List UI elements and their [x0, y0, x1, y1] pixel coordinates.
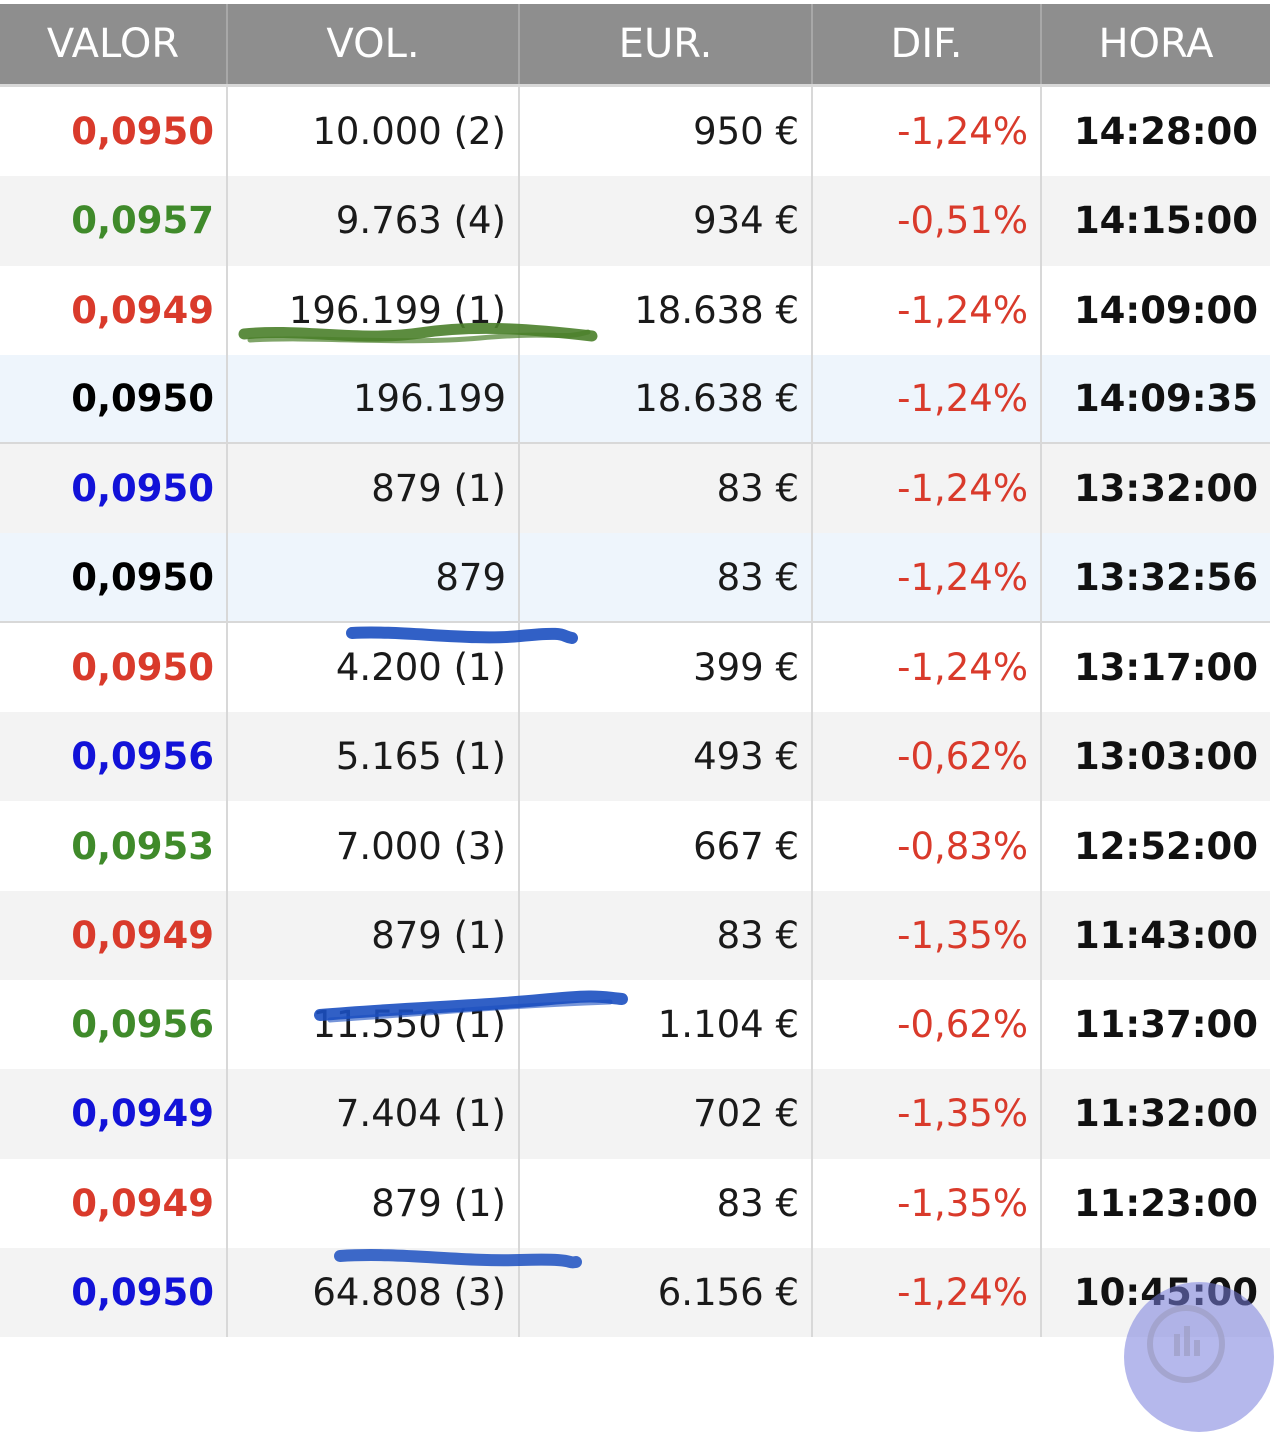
- table-row[interactable]: 0,0949 879 (1) 83 € -1,35% 11:23:00: [0, 1158, 1270, 1248]
- cell-dif: -1,24%: [813, 1247, 1042, 1338]
- cell-valor: 0,0957: [0, 176, 228, 266]
- cell-valor: 0,0949: [0, 1158, 228, 1248]
- cell-eur: 399 €: [520, 622, 813, 713]
- table-row[interactable]: 0,0949 7.404 (1) 702 € -1,35% 11:32:00: [0, 1069, 1270, 1159]
- cell-vol: 7.404 (1): [228, 1069, 520, 1159]
- cell-eur: 83 €: [520, 890, 813, 980]
- cell-valor: 0,0950: [0, 444, 228, 534]
- cell-eur: 83 €: [520, 444, 813, 534]
- cell-dif: -0,62%: [813, 979, 1042, 1070]
- cell-eur: 667 €: [520, 801, 813, 891]
- cell-valor: 0,0950: [0, 87, 228, 177]
- cell-valor: 0,0950: [0, 354, 228, 443]
- floating-chart-button[interactable]: [1124, 1282, 1274, 1432]
- cell-hora: 11:23:00: [1073, 1181, 1258, 1225]
- cell-valor: 0,0949: [0, 890, 228, 980]
- cell-vol: 5.165 (1): [228, 712, 520, 802]
- cell-vol: 879 (1): [228, 890, 520, 980]
- cell-dif: -1,35%: [813, 1069, 1042, 1159]
- table-row[interactable]: 0,0953 7.000 (3) 667 € -0,83% 12:52:00: [0, 801, 1270, 891]
- cell-hora: 13:32:56: [1073, 555, 1258, 599]
- table-row[interactable]: 0,0956 11.550 (1) 1.104 € -0,62% 11:37:00: [0, 979, 1270, 1070]
- table-row[interactable]: 0,0950 879 (1) 83 € -1,24% 13:32:00: [0, 444, 1270, 534]
- header-dif[interactable]: DIF.: [813, 4, 1042, 84]
- table-row[interactable]: 0,0950 4.200 (1) 399 € -1,24% 13:17:00: [0, 622, 1270, 713]
- table-row[interactable]: 0,0956 5.165 (1) 493 € -0,62% 13:03:00: [0, 712, 1270, 802]
- cell-hora: 13:03:00: [1073, 735, 1258, 779]
- cell-valor: 0,0950: [0, 1247, 228, 1338]
- cell-hora: 12:52:00: [1073, 824, 1258, 868]
- cell-vol: 879 (1): [228, 444, 520, 534]
- cell-valor: 0,0956: [0, 979, 228, 1070]
- table-body: 0,0950 10.000 (2) 950 € -1,24% 14:28:00 0,095…: [0, 84, 1270, 1338]
- header-valor[interactable]: VALOR: [0, 4, 228, 84]
- cell-eur: 83 €: [520, 1158, 813, 1248]
- cell-dif: -1,24%: [813, 622, 1042, 713]
- cell-hora: 11:43:00: [1073, 913, 1258, 957]
- table-row[interactable]: 0,0949 196.199 (1) 18.638 € -1,24% 14:09:00: [0, 265, 1270, 355]
- table-row[interactable]: 0,0950 879 83 € -1,24% 13:32:56: [0, 533, 1270, 623]
- table-row[interactable]: 0,0950 196.199 18.638 € -1,24% 14:09:35: [0, 354, 1270, 445]
- cell-dif: -0,83%: [813, 801, 1042, 891]
- table-row[interactable]: 0,0950 10.000 (2) 950 € -1,24% 14:28:00: [0, 87, 1270, 177]
- cell-dif: -1,35%: [813, 1158, 1042, 1248]
- cell-vol: 196.199 (1): [228, 265, 520, 355]
- cell-vol: 64.808 (3): [228, 1247, 520, 1338]
- cell-eur: 1.104 €: [520, 979, 813, 1070]
- cell-dif: -1,24%: [813, 265, 1042, 355]
- cell-hora: 13:17:00: [1073, 645, 1258, 689]
- cell-hora: 14:28:00: [1073, 110, 1258, 154]
- cell-hora: 11:37:00: [1073, 1003, 1258, 1047]
- cell-eur: 83 €: [520, 533, 813, 621]
- cell-eur: 702 €: [520, 1069, 813, 1159]
- cell-valor: 0,0956: [0, 712, 228, 802]
- bar-chart-icon: [1147, 1305, 1225, 1383]
- table-header: VALOR VOL. EUR. DIF. HORA: [0, 4, 1270, 84]
- cell-eur: 934 €: [520, 176, 813, 266]
- table-row[interactable]: 0,0957 9.763 (4) 934 € -0,51% 14:15:00: [0, 176, 1270, 266]
- cell-valor: 0,0950: [0, 533, 228, 621]
- cell-dif: -1,24%: [813, 354, 1042, 443]
- cell-eur: 6.156 €: [520, 1247, 813, 1338]
- cell-hora: 13:32:00: [1073, 467, 1258, 511]
- cell-hora: 14:09:35: [1073, 377, 1258, 421]
- cell-eur: 18.638 €: [520, 354, 813, 443]
- cell-vol: 196.199: [228, 354, 520, 443]
- header-eur[interactable]: EUR.: [520, 4, 813, 84]
- cell-vol: 7.000 (3): [228, 801, 520, 891]
- table-row[interactable]: 0,0949 879 (1) 83 € -1,35% 11:43:00: [0, 890, 1270, 980]
- cell-vol: 4.200 (1): [228, 622, 520, 713]
- cell-dif: -1,35%: [813, 890, 1042, 980]
- cell-eur: 950 €: [520, 87, 813, 177]
- cell-vol: 9.763 (4): [228, 176, 520, 266]
- header-vol[interactable]: VOL.: [228, 4, 520, 84]
- cell-valor: 0,0950: [0, 622, 228, 713]
- cell-dif: -0,51%: [813, 176, 1042, 266]
- cell-hora: 14:15:00: [1073, 199, 1258, 243]
- cell-vol: 11.550 (1): [228, 979, 520, 1070]
- cell-eur: 493 €: [520, 712, 813, 802]
- cell-hora: 14:09:00: [1073, 288, 1258, 332]
- header-hora[interactable]: HORA: [1098, 21, 1214, 67]
- cell-vol: 10.000 (2): [228, 87, 520, 177]
- cell-dif: -0,62%: [813, 712, 1042, 802]
- cell-eur: 18.638 €: [520, 265, 813, 355]
- cell-valor: 0,0949: [0, 265, 228, 355]
- cell-vol: 879 (1): [228, 1158, 520, 1248]
- cell-vol: 879: [228, 533, 520, 621]
- cell-valor: 0,0949: [0, 1069, 228, 1159]
- cell-dif: -1,24%: [813, 444, 1042, 534]
- cell-dif: -1,24%: [813, 87, 1042, 177]
- cell-dif: -1,24%: [813, 533, 1042, 621]
- cell-hora: 11:32:00: [1073, 1092, 1258, 1136]
- cell-valor: 0,0953: [0, 801, 228, 891]
